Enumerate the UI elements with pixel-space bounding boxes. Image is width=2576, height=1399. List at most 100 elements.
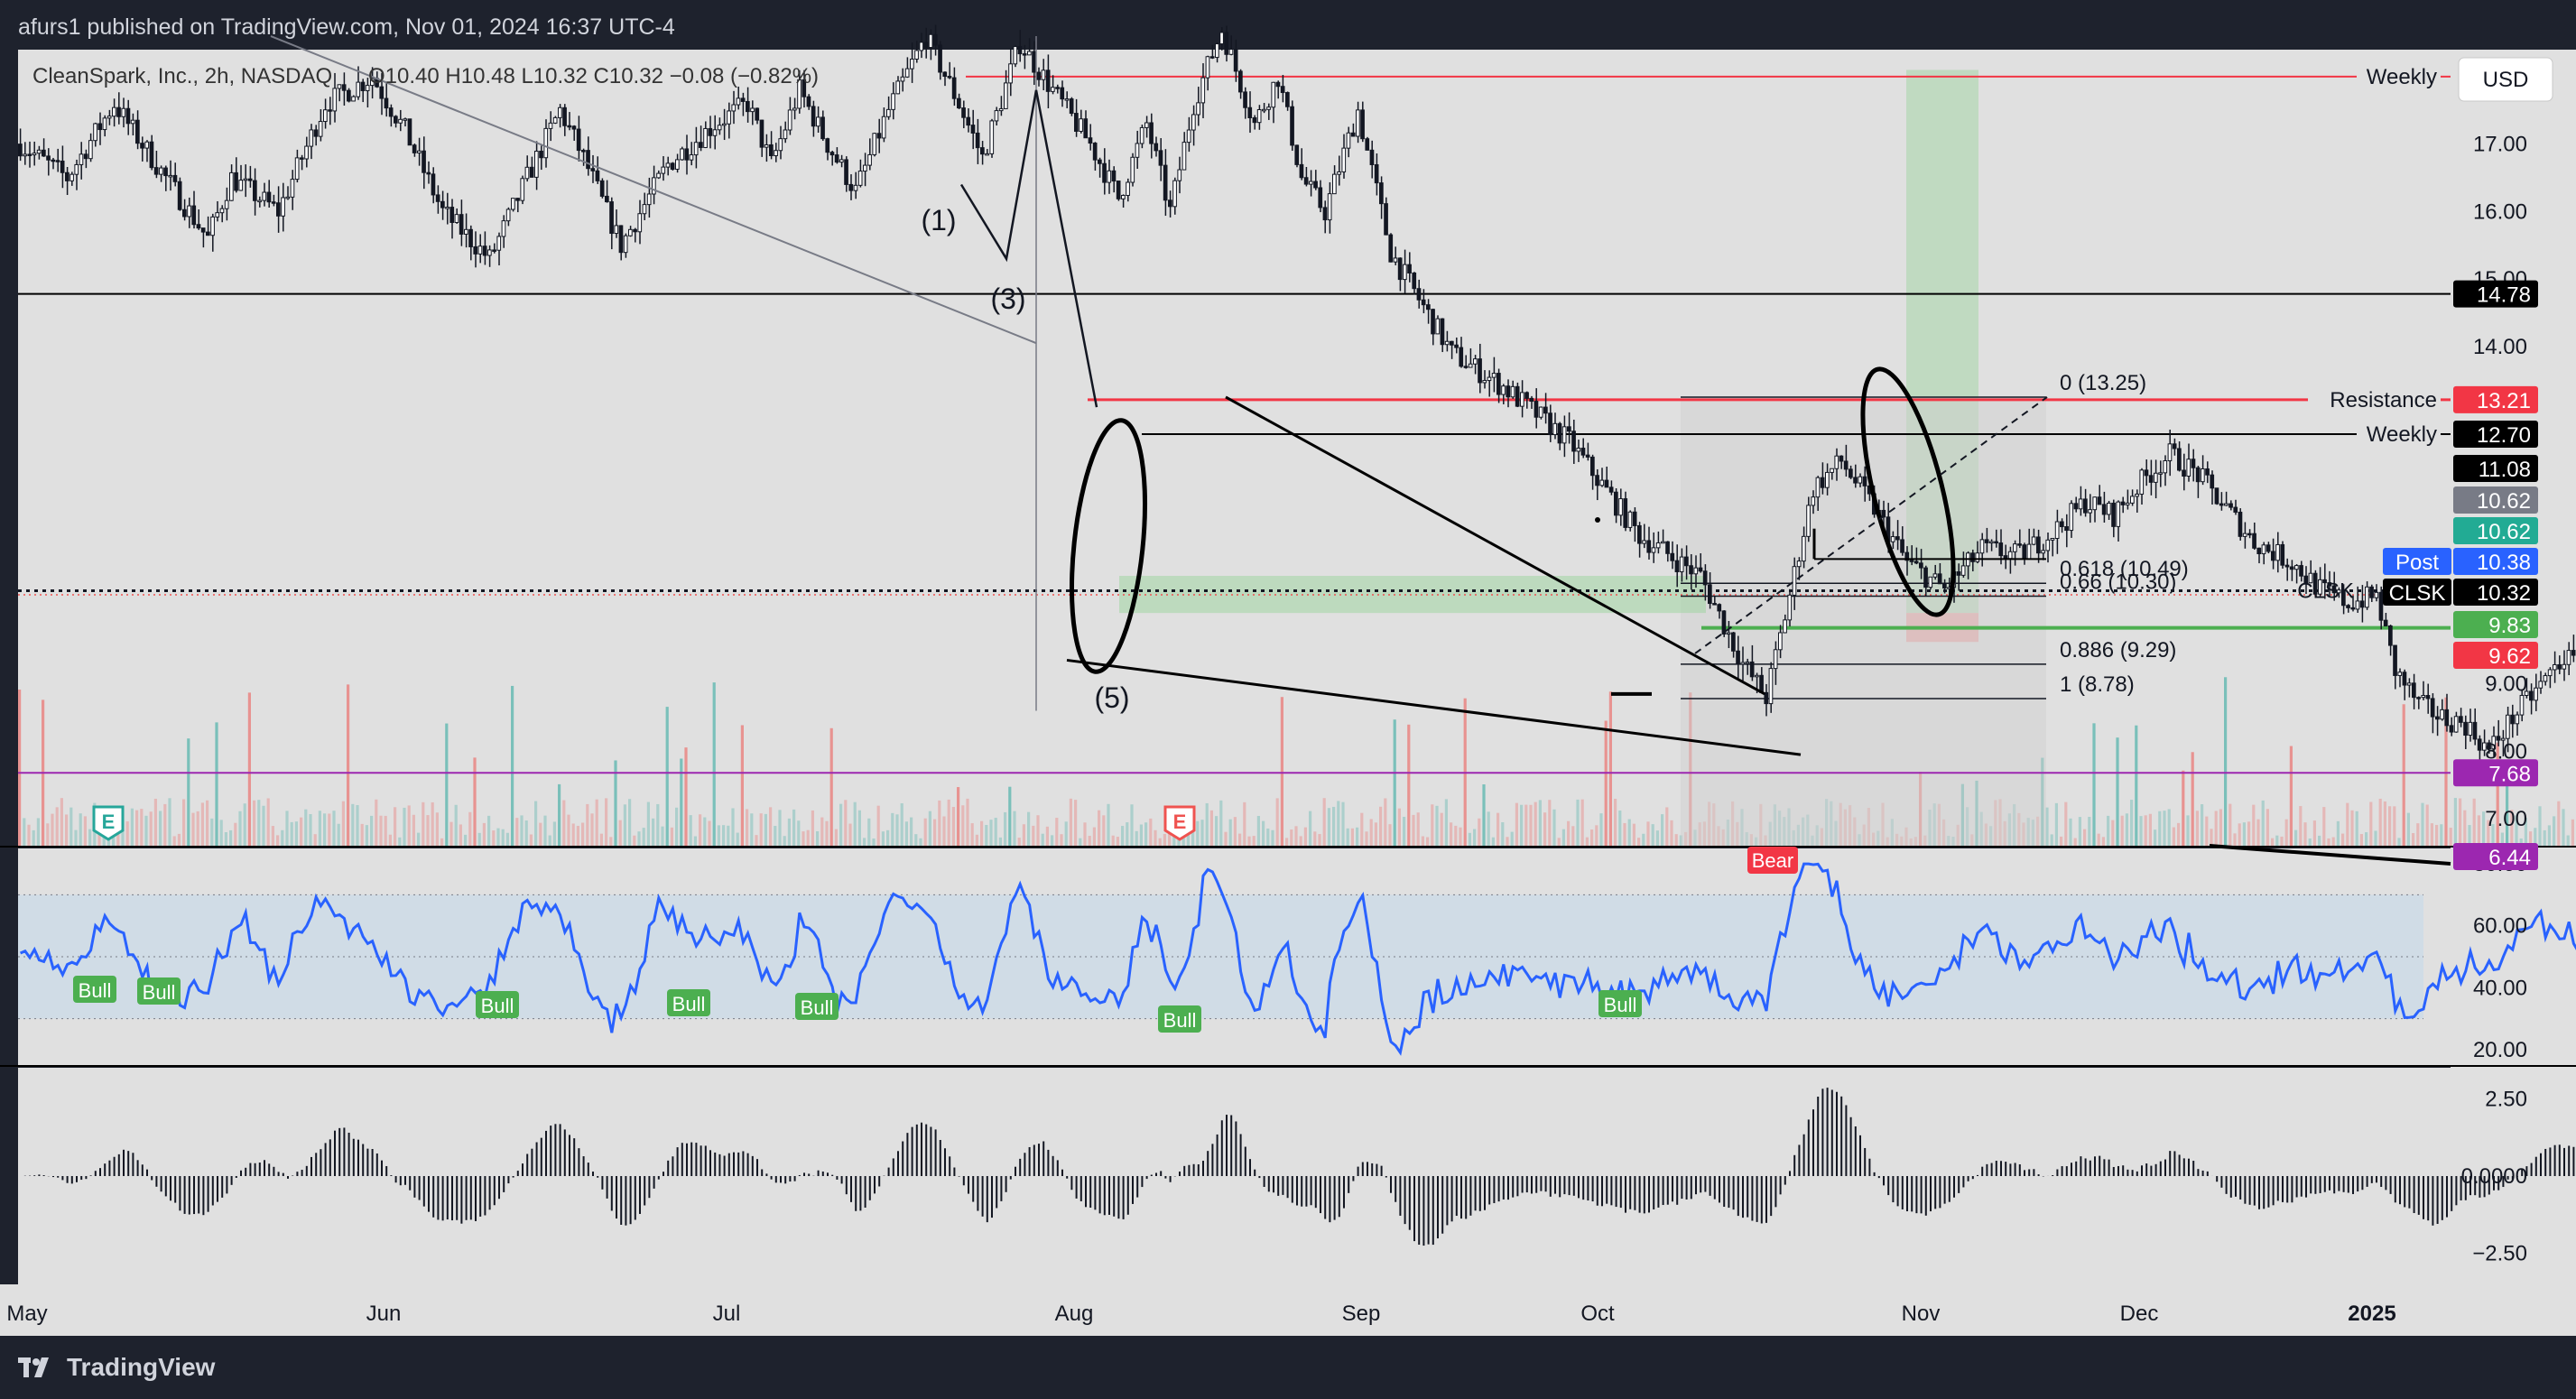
oscillator-bar (61, 1176, 64, 1181)
oscillator-bar (1535, 1176, 1538, 1193)
volume-bar (482, 822, 486, 846)
oscillator-bar (1042, 1141, 1045, 1176)
candle-body (36, 149, 42, 154)
volume-bar (1614, 798, 1617, 846)
candle-body (900, 76, 905, 82)
oscillator-bar (789, 1176, 792, 1182)
drawings: (1)(3)(5)E E (92, 35, 2451, 866)
candle-body (172, 174, 178, 182)
oscillator-bar (2534, 1156, 2537, 1176)
oscillator-bar (1986, 1163, 1988, 1176)
oscillator-bar (2188, 1158, 2190, 1176)
oscillator-bar (1367, 1162, 1368, 1176)
volume-bar (1674, 834, 1678, 846)
oscillator-bar (1254, 1169, 1256, 1176)
candle-body (2139, 469, 2145, 495)
candle-body (652, 177, 656, 195)
oscillator-bar (1817, 1097, 1820, 1176)
candle-body (876, 133, 882, 139)
oscillator-bar (193, 1176, 195, 1215)
candle-body (1599, 479, 1605, 486)
price-badge-label: 10.62 (2477, 489, 2531, 514)
oscillator-bar (1380, 1165, 1383, 1176)
candle-body (200, 227, 206, 233)
oscillator-bar (821, 1171, 824, 1176)
volume-bar (1309, 811, 1312, 846)
oscillator-bar (89, 1175, 92, 1176)
oscillator-bar (1906, 1176, 1908, 1212)
candle-body (2538, 681, 2544, 689)
volume-bar (684, 747, 688, 846)
volume-bar (1623, 822, 1626, 846)
earnings-marker-icon (92, 805, 125, 841)
volume-bar (1055, 818, 1059, 846)
oscillator-bar (2460, 1176, 2462, 1200)
volume-bar (2284, 819, 2288, 846)
volume-bar (567, 814, 570, 846)
candle-body (468, 228, 473, 247)
volume-bar (552, 821, 556, 846)
volume-bar (769, 807, 773, 846)
volume-bar (412, 814, 415, 846)
oscillator-bar (1061, 1169, 1063, 1176)
oscillator-bar (1056, 1160, 1059, 1176)
oscillator-bar (2469, 1176, 2471, 1196)
candle-body (970, 125, 976, 134)
oscillator-bar (780, 1176, 782, 1183)
oscillator-bar (1202, 1161, 1204, 1176)
volume-bar (1224, 831, 1228, 846)
candle-body (1567, 426, 1571, 432)
candle-body (1060, 87, 1065, 100)
currency-button[interactable]: USD (2458, 57, 2553, 102)
oscillator-bar (1967, 1176, 1969, 1181)
candle-body (2280, 543, 2285, 566)
highlight-ellipse-right (1860, 366, 1956, 617)
candle-body (492, 249, 496, 252)
candle-body (384, 97, 389, 109)
candle-body (2477, 738, 2482, 751)
volume-bar (957, 787, 960, 846)
candle-body (923, 42, 929, 49)
candle-body (1849, 468, 1853, 478)
volume-bar (394, 807, 397, 846)
candle-body (234, 171, 238, 191)
oscillator-bar (104, 1163, 107, 1176)
volume-bar (722, 825, 726, 846)
volume-bar (271, 826, 274, 846)
oscillator-bar (226, 1176, 228, 1194)
candle-body (1069, 98, 1074, 115)
candle-body (2275, 543, 2280, 561)
oscillator-bar (634, 1176, 636, 1220)
volume-bar (1515, 802, 1518, 846)
volume-bar (403, 807, 406, 846)
oscillator-bar (136, 1160, 139, 1176)
earnings-marker-icon (1163, 805, 1196, 841)
oscillator-bar (1103, 1176, 1106, 1216)
volume-bar (1496, 812, 1500, 846)
volume-bar (1459, 827, 1462, 846)
oscillator-bar (1469, 1176, 1472, 1216)
candle-body (1196, 102, 1200, 116)
volume-bar (2425, 804, 2429, 846)
candle-body (1412, 272, 1417, 290)
candle-body (942, 71, 948, 78)
candle-body (1285, 92, 1290, 107)
oscillator-bar (925, 1124, 928, 1176)
oscillator-bar (906, 1133, 909, 1176)
volume-bar (2369, 801, 2373, 846)
price-badge-label: 12.70 (2477, 423, 2531, 448)
volume-bar (1604, 720, 1608, 846)
candle-body (2229, 503, 2233, 508)
volume-bar (1478, 818, 1481, 846)
candle-body (998, 107, 1004, 112)
volume-bar (2233, 833, 2237, 846)
bull-divergence-label: Bull (1163, 1009, 1197, 1032)
candle-body (1102, 162, 1107, 183)
volume-bar (51, 813, 54, 846)
oscillator-bar (2488, 1176, 2490, 1195)
candle-body (816, 116, 820, 127)
oscillator-bar (1465, 1176, 1468, 1219)
oscillator-bar (601, 1176, 604, 1190)
candle-body (2346, 605, 2350, 608)
